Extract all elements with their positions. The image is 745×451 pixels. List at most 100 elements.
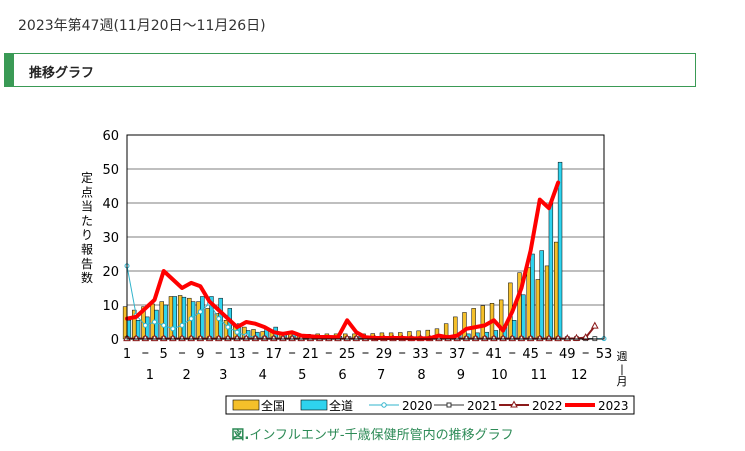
legend-swatch-全国 — [232, 399, 260, 411]
month-label: 10 — [491, 368, 508, 383]
point-2020-w8 — [188, 316, 194, 322]
legend-marker — [510, 400, 518, 408]
x-tick-label: 49 — [559, 347, 576, 362]
month-label: 3 — [219, 368, 227, 383]
bar-全国-w39 — [471, 308, 476, 340]
month-label: 9 — [457, 368, 465, 383]
bar-全道-w44 — [521, 294, 526, 340]
section-accent-bar — [5, 54, 14, 86]
bar-全道-w46 — [539, 250, 544, 340]
month-label: 7 — [377, 368, 385, 383]
month-label: 1 — [146, 368, 154, 383]
bar-全国-w40 — [480, 305, 486, 340]
bar-全国-w38 — [462, 312, 467, 340]
bar-全国-w48 — [554, 241, 559, 340]
legend-marker — [381, 402, 387, 408]
line-2023 — [125, 180, 561, 341]
figure-caption: 図.インフルエンザ-千歳保健所管内の推移グラフ — [0, 424, 745, 443]
bar-全道-w45 — [530, 253, 535, 340]
point-2022-w52 — [590, 321, 599, 329]
legend-label: 2021 — [467, 399, 498, 413]
bar-全道-w47 — [548, 202, 554, 340]
y-axis-label: 定点当たり報告数 — [81, 170, 93, 285]
y-tick-label: 20 — [102, 265, 119, 280]
legend-marker — [446, 402, 452, 408]
month-label: 5 — [298, 368, 306, 383]
y-axis-label-char: 当 — [81, 200, 93, 214]
bar-全国-w47 — [544, 265, 550, 340]
bar-全国-w6 — [168, 296, 174, 340]
point-2020-w11 — [216, 316, 222, 322]
y-axis-label-char: 数 — [81, 270, 93, 285]
y-tick-label: 30 — [102, 231, 119, 246]
bar-全道-w4 — [154, 309, 159, 340]
legend-label: 2022 — [532, 399, 563, 413]
plot-frame — [126, 134, 605, 340]
bar-全国-w10 — [205, 308, 210, 340]
bar-全道-w48 — [557, 161, 563, 340]
legend-box — [225, 395, 635, 415]
y-tick-label: 60 — [102, 129, 119, 144]
month-label: 2 — [182, 368, 190, 383]
x-tick-label: 17 — [265, 347, 282, 362]
x-axis-label-char: 月 — [617, 375, 628, 388]
x-tick-label: 25 — [339, 347, 356, 362]
month-label: 4 — [259, 368, 267, 383]
point-2020-w5 — [161, 322, 167, 328]
x-axis-label-char: 週 — [617, 350, 628, 363]
month-label: 11 — [531, 368, 548, 383]
legend: 全国 全道 2020 2021 2022 2023 — [225, 395, 635, 415]
x-axis-label-char: | — [620, 363, 624, 376]
caption-prefix: 図. — [231, 428, 250, 443]
y-axis-label-char: り — [81, 228, 93, 242]
bar-全国-w45 — [526, 267, 531, 340]
bar-全道-w7 — [181, 296, 187, 340]
x-tick-labels: 1 5 9 13 17 21 25 29 33 37 41 45 49 53 — [123, 347, 612, 362]
y-axis-label-char: 点 — [81, 185, 93, 199]
bar-全国-w5 — [159, 301, 164, 340]
x-tick-label: 9 — [196, 347, 204, 362]
y-axis-label-text: 定点当たり報告数 — [81, 170, 93, 285]
bar-全国-w42 — [498, 299, 504, 340]
y-tick-labels: 0 10 20 30 40 50 60 — [102, 129, 119, 348]
point-2020-w3 — [142, 322, 148, 328]
point-2020-w6 — [170, 326, 176, 332]
x-tick-label: 33 — [412, 347, 429, 362]
x-tick-label: 1 — [123, 347, 131, 362]
bar-全道-w9 — [200, 296, 205, 340]
point-2020-w12 — [225, 324, 231, 330]
y-tick-label: 50 — [102, 163, 119, 178]
y-axis-label-char: 報 — [81, 243, 93, 257]
y-tick-label: 0 — [111, 333, 119, 348]
x-axis-label-text: 週|月 — [617, 350, 628, 388]
point-2020-w13 — [234, 329, 240, 335]
month-labels: 1 2 3 4 5 6 7 8 9 10 11 12 — [146, 368, 588, 383]
x-axis-label: 週|月 — [617, 350, 628, 388]
y-axis-label-char: 定 — [81, 170, 93, 185]
bar-全国-w9 — [196, 301, 201, 340]
x-tick-label: 5 — [160, 347, 168, 362]
x-tick-label: 29 — [376, 347, 393, 362]
week-heading: 2023年第47週(11月20日～11月26日) — [18, 18, 266, 34]
month-label: 12 — [571, 368, 588, 383]
x-tick-label: 13 — [229, 347, 246, 362]
bar-全国-w7 — [177, 295, 183, 340]
point-2020-w4 — [152, 319, 158, 325]
y-axis-label-char: た — [81, 214, 93, 228]
point-2020-w9 — [197, 309, 203, 315]
month-label: 8 — [417, 368, 425, 383]
legend-swatch-全道 — [300, 399, 328, 411]
bar-series-group — [122, 161, 563, 340]
legend-label: 全道 — [329, 398, 353, 413]
section-header: 推移グラフ — [4, 53, 696, 87]
bar-全国-w1 — [122, 306, 128, 340]
caption-text: インフルエンザ-千歳保健所管内の推移グラフ — [249, 428, 514, 443]
bar-全道-w5 — [163, 304, 168, 340]
x-tick-label: 41 — [486, 347, 503, 362]
legend-label: 2023 — [598, 399, 629, 413]
x-tick-label: 37 — [449, 347, 466, 362]
point-2022-w51 — [581, 333, 590, 341]
y-tick-label: 10 — [102, 299, 119, 314]
y-tick-label: 40 — [102, 197, 119, 212]
